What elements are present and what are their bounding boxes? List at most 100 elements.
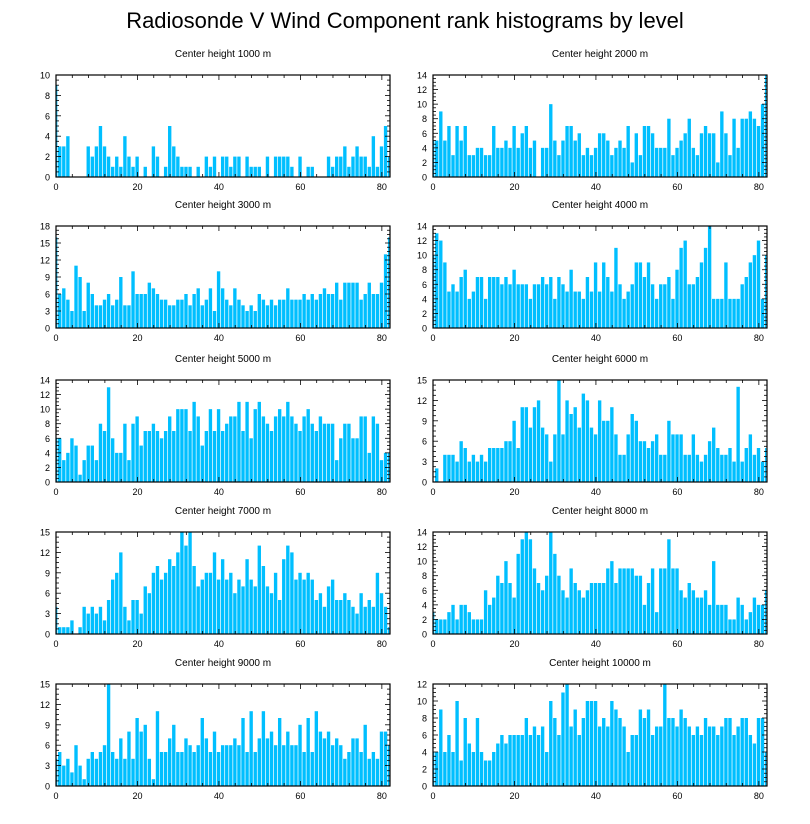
histogram-bar xyxy=(62,288,66,328)
histogram-bar xyxy=(188,305,192,328)
histogram-bar xyxy=(650,441,655,482)
y-tick-label: 4 xyxy=(45,132,50,142)
histogram-bar xyxy=(565,597,569,634)
histogram-bar xyxy=(273,745,278,786)
histogram-bar xyxy=(720,454,724,482)
histogram-bar xyxy=(549,104,553,177)
histogram-bar xyxy=(443,619,447,634)
histogram-bar xyxy=(286,156,290,177)
histogram-bar xyxy=(375,294,380,328)
y-tick-label: 8 xyxy=(45,91,50,101)
histogram-bar xyxy=(699,133,704,177)
histogram-bar xyxy=(265,738,270,786)
histogram-bar xyxy=(663,454,667,482)
histogram-bar xyxy=(265,156,270,177)
x-tick-label: 20 xyxy=(132,791,142,801)
histogram-bar xyxy=(94,305,99,328)
histogram-bar xyxy=(86,146,90,177)
histogram-bar xyxy=(119,552,123,634)
x-tick-label: 60 xyxy=(295,182,305,192)
histogram-bar xyxy=(115,452,119,482)
y-tick-label: 12 xyxy=(40,390,50,400)
histogram-bar xyxy=(638,441,643,482)
histogram-bar xyxy=(740,284,744,328)
histogram-bar xyxy=(553,434,557,482)
histogram-bar xyxy=(168,559,172,634)
histogram-bar xyxy=(265,586,270,634)
histogram-bar xyxy=(492,752,496,786)
histogram-bar xyxy=(249,579,253,634)
histogram-bar xyxy=(106,684,111,786)
histogram-bar xyxy=(679,434,683,482)
histogram-bar xyxy=(290,745,294,786)
histogram-bar xyxy=(180,532,184,634)
histogram-panel: Center height 6000 m 0 3 6 9 12 15 0 20 40 60 80 xyxy=(417,354,768,497)
histogram-bar xyxy=(176,299,180,328)
histogram-bar xyxy=(459,277,463,328)
histogram-bar xyxy=(557,735,561,786)
histogram-bar xyxy=(451,155,455,177)
histogram-panel: Center height 5000 m 0 2 4 6 8 10 12 14 0 20 40 60 80 xyxy=(40,354,391,497)
histogram-bar xyxy=(703,126,708,177)
histogram-bar xyxy=(679,140,683,177)
histogram-bar xyxy=(184,294,188,328)
histogram-bar xyxy=(463,126,467,177)
histogram-bar xyxy=(699,262,704,328)
histogram-bar xyxy=(131,758,135,786)
histogram-bar xyxy=(322,738,327,786)
histogram-bar xyxy=(675,568,679,634)
histogram-bar xyxy=(467,155,471,177)
histogram-bar xyxy=(90,294,94,328)
histogram-bar xyxy=(589,155,594,177)
histogram-bar xyxy=(326,731,331,786)
histogram-bar xyxy=(115,299,119,328)
histogram-bar xyxy=(212,311,217,328)
histogram-bar xyxy=(294,423,298,482)
histogram-bar xyxy=(540,277,545,328)
histogram-bar xyxy=(744,718,748,786)
histogram-bar xyxy=(744,448,748,482)
histogram-bar xyxy=(569,126,573,177)
histogram-bar xyxy=(351,606,355,634)
histogram-bar xyxy=(359,752,363,786)
x-tick-label: 40 xyxy=(591,182,601,192)
histogram-bar xyxy=(695,277,700,328)
histogram-bar xyxy=(123,136,127,177)
histogram-bar xyxy=(602,133,606,177)
y-tick-label: 14 xyxy=(417,222,427,232)
histogram-bar xyxy=(760,461,765,482)
histogram-bar xyxy=(606,726,610,786)
histogram-bar xyxy=(192,566,196,634)
y-tick-label: 8 xyxy=(422,571,427,581)
histogram-panel: Center height 7000 m 0 3 6 9 12 15 0 20 40 60 80 xyxy=(40,506,391,649)
x-tick-label: 0 xyxy=(53,182,58,192)
histogram-bar xyxy=(520,539,524,634)
histogram-bar xyxy=(467,743,471,786)
histogram-bar xyxy=(553,140,557,177)
histogram-bar xyxy=(269,593,274,634)
panel-title: Center height 1000 m xyxy=(175,49,271,60)
x-tick-label: 0 xyxy=(53,639,58,649)
histogram-bar xyxy=(528,427,533,482)
histogram-bar xyxy=(204,738,209,786)
y-tick-label: 12 xyxy=(417,396,427,406)
histogram-bar xyxy=(475,619,480,634)
histogram-bar xyxy=(691,434,696,482)
y-tick-label: 3 xyxy=(45,609,50,619)
histogram-bar xyxy=(720,604,724,634)
histogram-bar xyxy=(225,423,229,482)
x-tick-label: 40 xyxy=(214,333,224,343)
histogram-bar xyxy=(732,619,736,634)
histogram-bar xyxy=(135,156,139,177)
panel-title: Center height 10000 m xyxy=(549,658,651,669)
histogram-bar xyxy=(249,711,253,786)
histogram-bar xyxy=(736,726,740,786)
histogram-bar xyxy=(565,126,569,177)
histogram-bar xyxy=(249,305,253,328)
histogram-bar xyxy=(115,156,119,177)
histogram-bar xyxy=(188,745,192,786)
histogram-bar xyxy=(379,731,384,786)
histogram-bar xyxy=(123,305,127,328)
y-tick-label: 6 xyxy=(45,290,50,300)
histogram-bar xyxy=(102,745,107,786)
